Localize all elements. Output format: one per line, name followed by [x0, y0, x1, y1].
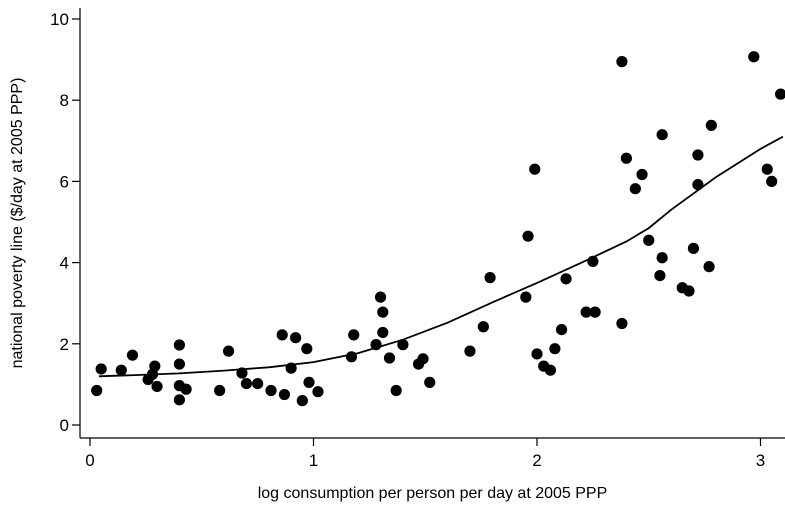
data-point [544, 364, 557, 376]
data-point [91, 384, 103, 397]
data-point [587, 255, 599, 267]
data-point [748, 51, 760, 63]
y-ticks: 0 2 4 6 8 10 [50, 10, 80, 435]
y-tick-label: 8 [60, 91, 69, 110]
data-point [683, 285, 695, 297]
data-point [531, 348, 543, 360]
data-points [91, 51, 785, 407]
data-point [303, 376, 315, 388]
data-point [775, 88, 785, 100]
data-point [374, 291, 387, 303]
data-point [173, 358, 185, 370]
data-point [149, 360, 161, 372]
data-point [278, 388, 291, 401]
data-point [692, 149, 704, 161]
data-point [589, 306, 601, 318]
y-tick-label: 2 [60, 335, 69, 354]
data-point [151, 380, 163, 393]
data-point [616, 56, 628, 68]
x-tick-label: 0 [85, 451, 94, 470]
data-point [424, 376, 436, 388]
axes [79, 8, 785, 439]
data-point [214, 384, 226, 397]
data-point [477, 321, 489, 333]
data-point [549, 343, 561, 355]
x-tick-label: 3 [756, 451, 765, 470]
data-point [520, 291, 532, 303]
data-point [522, 230, 534, 242]
y-axis-title: national poverty line ($/day at 2005 PPP… [9, 78, 26, 369]
data-point [345, 351, 358, 363]
data-point [377, 306, 389, 318]
fitted-curve [98, 135, 784, 378]
y-tick-label: 4 [60, 254, 69, 273]
data-point [115, 364, 127, 376]
data-point [761, 163, 773, 175]
data-point [656, 252, 668, 264]
data-point [560, 273, 572, 285]
data-point [173, 339, 185, 351]
data-point [383, 352, 396, 364]
data-point [616, 317, 628, 330]
data-point [348, 329, 360, 341]
data-point [173, 394, 185, 406]
data-point [222, 345, 235, 357]
data-point [126, 349, 139, 361]
x-ticks: 0 1 2 3 [85, 438, 765, 470]
data-point [296, 395, 308, 407]
data-point [484, 272, 496, 284]
data-point [252, 377, 264, 390]
data-point [95, 363, 107, 375]
data-point [290, 332, 302, 344]
data-point [236, 367, 248, 379]
data-point [656, 129, 668, 141]
data-point [417, 353, 429, 365]
x-axis-title: log consumption per person per day at 20… [258, 485, 608, 502]
data-point [705, 119, 717, 131]
data-point [240, 377, 253, 390]
data-point [766, 175, 778, 187]
data-point [397, 339, 409, 351]
data-point [276, 329, 288, 341]
data-point [370, 339, 382, 351]
data-point [692, 179, 704, 191]
data-point [529, 163, 541, 175]
x-tick-label: 1 [309, 451, 318, 470]
data-point [703, 261, 715, 273]
data-point [464, 345, 476, 357]
data-point [580, 306, 592, 318]
data-point [555, 323, 568, 336]
data-point [654, 269, 666, 282]
data-point [312, 386, 324, 398]
data-point [390, 384, 402, 397]
data-point [285, 362, 297, 374]
data-point [180, 383, 192, 395]
data-point [620, 152, 633, 164]
y-tick-label: 6 [60, 172, 69, 191]
data-point [636, 168, 648, 181]
data-point [377, 326, 389, 339]
data-point [687, 242, 700, 254]
x-tick-label: 2 [532, 451, 541, 470]
y-tick-label: 10 [50, 10, 69, 29]
y-tick-label: 0 [60, 416, 69, 435]
data-point [629, 183, 641, 195]
data-point [265, 384, 277, 397]
data-point [643, 234, 655, 246]
data-point [301, 343, 313, 355]
